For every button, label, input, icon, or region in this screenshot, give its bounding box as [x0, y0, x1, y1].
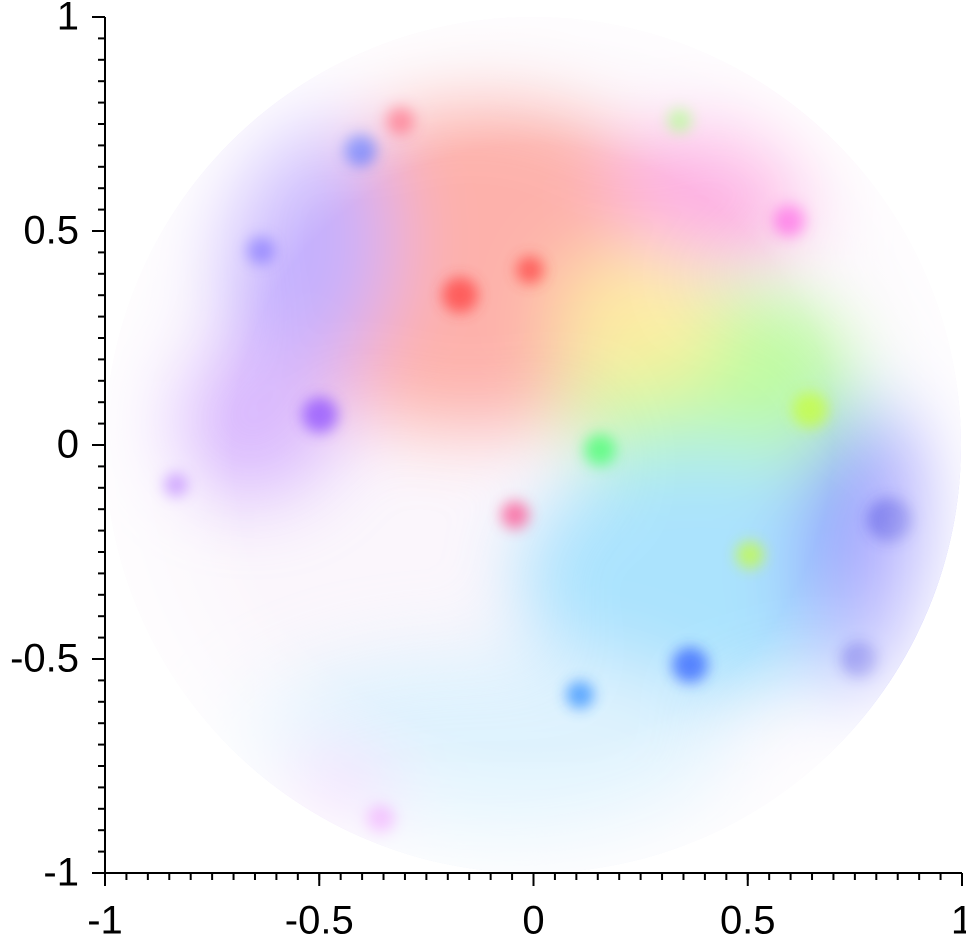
x-tick-label: -1	[87, 899, 123, 942]
x-tick-label: 0	[522, 899, 544, 942]
x-tick-label: 0.5	[720, 899, 776, 942]
y-tick-label: 1	[57, 0, 79, 39]
x-tick-label: -0.5	[285, 899, 354, 942]
y-tick-label: 0	[57, 423, 79, 467]
y-tick-label: -0.5	[10, 637, 79, 681]
y-tick-label: -1	[43, 851, 79, 895]
domain-image	[105, 17, 961, 873]
x-tick-label: 1	[951, 899, 966, 942]
y-tick-label: 0.5	[23, 209, 79, 253]
